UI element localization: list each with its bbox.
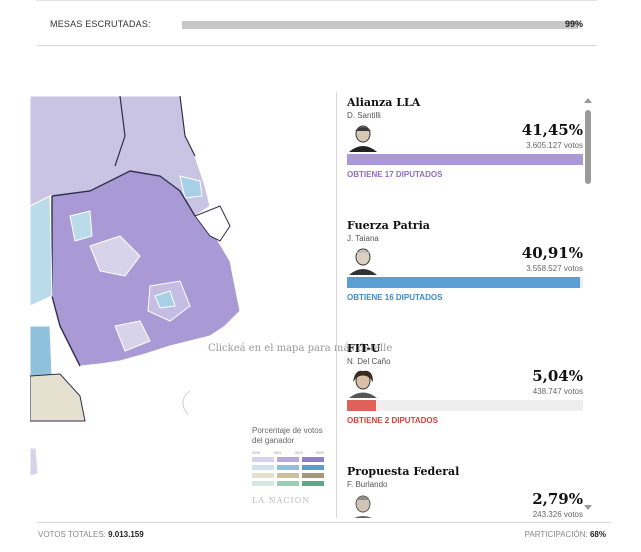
vote-bar-fill (347, 400, 376, 411)
seats-label: OBTIENE 2 DIPUTADOS (347, 416, 438, 425)
legend-title: Porcentaje de votos del ganador (252, 426, 323, 445)
scrutiny-track (182, 21, 582, 29)
hint-arrow (182, 390, 191, 415)
legend-tick: 45% (294, 450, 303, 455)
scroll-down-icon[interactable] (584, 505, 592, 510)
legend-tick: 55% (315, 450, 324, 455)
province-border (179, 96, 196, 157)
candidate-photo (347, 368, 379, 398)
total-votes: VOTOS TOTALES: 9.013.159 (38, 530, 144, 539)
avatar-icon (347, 122, 379, 152)
candidate-photo (347, 122, 379, 152)
avatar-icon (347, 245, 379, 275)
legend-swatch (277, 457, 299, 462)
total-votes-label: VOTOS TOTALES: (38, 530, 106, 539)
legend-swatch (277, 473, 299, 478)
map-legend: Porcentaje de votos del ganador 25% 35% … (252, 426, 332, 505)
legend-swatch (302, 473, 324, 478)
party-name: Fuerza Patria (347, 219, 430, 232)
candidate-card[interactable]: Fuerza Patria J. Taiana 40,91% 3.558.527… (347, 215, 583, 315)
vote-bar-fill (347, 277, 580, 288)
candidate-name: N. Del Caño (347, 357, 391, 366)
participation-value: 68% (589, 530, 606, 539)
vote-percent: 5,04% (532, 367, 583, 385)
candidate-name: D. Santilli (347, 111, 381, 120)
legend-swatch (252, 465, 274, 470)
province-border (51, 170, 196, 217)
seats-label: OBTIENE 17 DIPUTADOS (347, 170, 443, 179)
legend-swatches (252, 457, 332, 486)
party-name: Alianza LLA (347, 96, 421, 109)
west-province[interactable] (30, 325, 53, 377)
legend-swatch (302, 481, 324, 486)
legend-swatch (302, 465, 324, 470)
seats-label: OBTIENE 16 DIPUTADOS (347, 293, 443, 302)
candidate-photo (347, 245, 379, 275)
avatar-icon (347, 491, 379, 518)
vote-count: 438.747 votos (532, 387, 583, 396)
scroll-thumb[interactable] (585, 110, 591, 184)
south-province[interactable] (30, 373, 86, 422)
map-fragment[interactable] (30, 447, 39, 477)
west-province[interactable] (30, 195, 53, 307)
vote-count: 243.326 votos (532, 510, 583, 518)
party-name: FIT-U (347, 342, 381, 355)
candidate-card[interactable]: FIT-U N. Del Caño 5,04% 438.747 votos OB… (347, 338, 583, 438)
results-panel[interactable]: Alianza LLA D. Santilli 41,45% 3.605.127… (336, 92, 599, 518)
avatar-icon (347, 368, 379, 398)
vote-bar (347, 154, 583, 165)
scrutiny-bar: MESAS ESCRUTADAS: 99% (36, 0, 597, 46)
participation-label: PARTICIPACIÓN: (524, 530, 588, 539)
party-name: Propuesta Federal (347, 465, 460, 478)
vote-bar-fill (347, 154, 583, 165)
candidate-name: J. Taiana (347, 234, 379, 243)
vote-percent: 40,91% (521, 244, 583, 262)
vote-bar (347, 277, 583, 288)
scroll-up-icon[interactable] (584, 98, 592, 103)
legend-swatch (252, 473, 274, 478)
legend-swatch (252, 457, 274, 462)
candidate-card[interactable]: Propuesta Federal F. Burlando 2,79% 243.… (347, 461, 583, 518)
vote-count: 3.605.127 votos (526, 141, 583, 150)
legend-tick: 35% (273, 450, 282, 455)
vote-count: 3.558.527 votos (526, 264, 583, 273)
vote-percent: 41,45% (521, 121, 583, 139)
legend-swatch (302, 457, 324, 462)
map-patch[interactable] (114, 320, 151, 352)
legend-swatch (277, 481, 299, 486)
legend-tick: 25% (252, 450, 261, 455)
province-map-svg[interactable] (30, 96, 330, 510)
candidate-photo (347, 491, 379, 518)
map-patch[interactable] (154, 290, 176, 309)
legend-ticks: 25% 35% 45% 55% (252, 450, 324, 455)
scrutiny-fill (182, 21, 578, 29)
brand-logo: LA NACION (252, 496, 311, 505)
footer-stats: VOTOS TOTALES: 9.013.159 PARTICIPACIÓN: … (36, 522, 612, 545)
legend-swatch (252, 481, 274, 486)
vote-bar (347, 400, 583, 411)
scrutiny-label: MESAS ESCRUTADAS: (50, 19, 151, 29)
results-map[interactable] (30, 96, 330, 510)
province-border (114, 96, 126, 167)
legend-swatch (277, 465, 299, 470)
candidate-card[interactable]: Alianza LLA D. Santilli 41,45% 3.605.127… (347, 92, 583, 192)
map-patch[interactable] (179, 175, 203, 199)
results-scrollbar[interactable] (582, 96, 594, 512)
map-patch[interactable] (69, 210, 93, 242)
province-border (51, 196, 81, 367)
map-hint: Clickeá en el mapa para más detalle (208, 343, 393, 354)
map-patch[interactable] (89, 235, 141, 277)
participation: PARTICIPACIÓN: 68% (525, 530, 606, 539)
vote-percent: 2,79% (532, 490, 583, 508)
scrutiny-percent: 99% (564, 19, 583, 29)
total-votes-value: 9.013.159 (108, 530, 144, 539)
river-plate (194, 205, 231, 242)
candidate-name: F. Burlando (347, 480, 388, 489)
